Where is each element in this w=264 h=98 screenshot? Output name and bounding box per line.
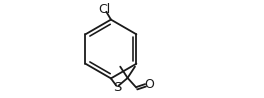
Text: Cl: Cl (98, 3, 110, 16)
Text: S: S (113, 81, 121, 94)
Text: O: O (144, 78, 154, 91)
